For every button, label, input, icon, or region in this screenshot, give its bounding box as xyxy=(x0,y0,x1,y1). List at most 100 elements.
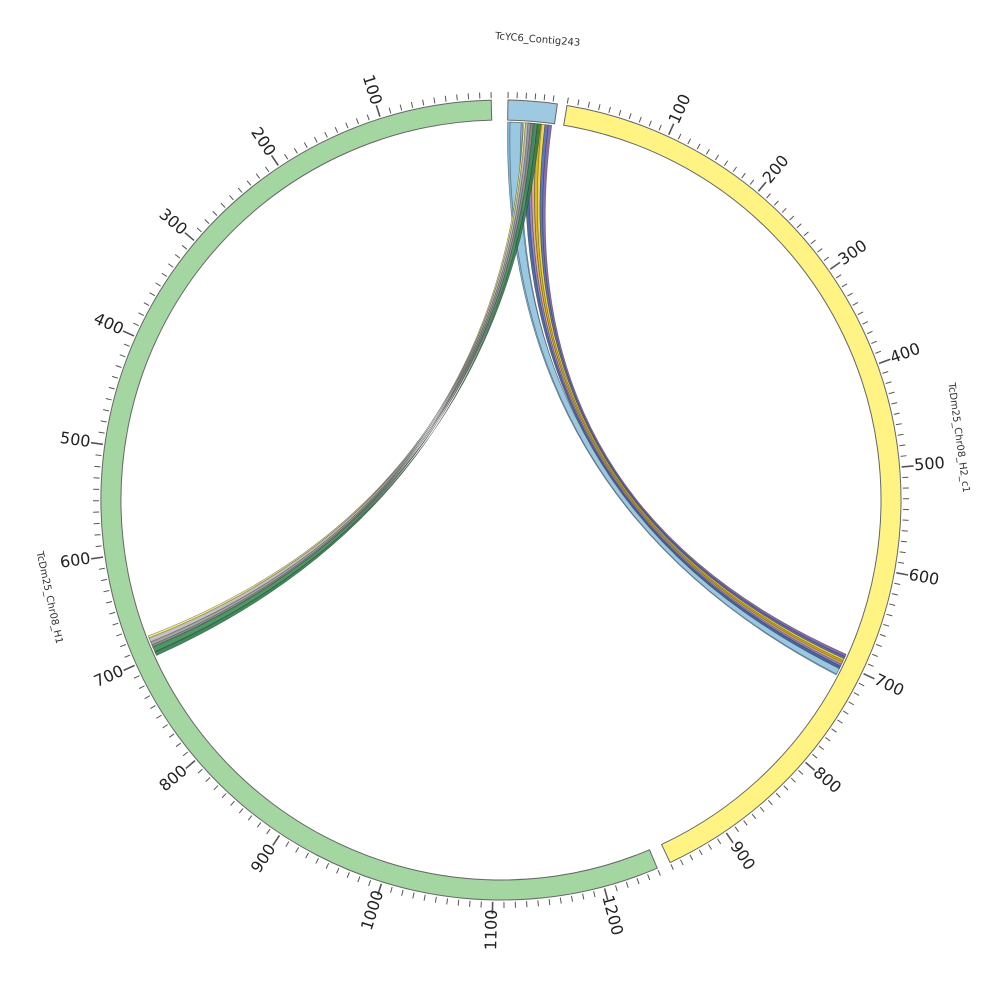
tick-h2 xyxy=(760,807,764,812)
tick-h1 xyxy=(101,579,107,580)
tick-h2 xyxy=(889,604,895,606)
tick-h2 xyxy=(837,720,842,723)
tick-h2 xyxy=(902,466,914,467)
tick-h1 xyxy=(109,612,115,614)
tick-h1 xyxy=(296,847,299,852)
tick-h1 xyxy=(145,696,150,699)
tick-h2 xyxy=(609,107,611,113)
link-ribbon-h2 xyxy=(507,122,839,675)
tick-h1 xyxy=(445,96,446,102)
tick-h1 xyxy=(163,725,168,728)
tick-h1 xyxy=(616,885,618,891)
tick-h1 xyxy=(367,115,369,121)
tick-h1 xyxy=(369,880,371,886)
tick-h2 xyxy=(733,167,736,172)
tick-label-h1: 1200 xyxy=(598,893,627,937)
link-ribbon-h1 xyxy=(148,123,526,639)
tick-h1 xyxy=(96,455,102,456)
tick-h2 xyxy=(891,403,897,404)
tick-h2 xyxy=(876,644,882,646)
tick-h2 xyxy=(669,124,674,135)
tick-h1 xyxy=(125,655,131,657)
tick-h1 xyxy=(120,645,126,647)
tick-h2 xyxy=(859,683,864,686)
tick-h2 xyxy=(680,860,683,865)
tick-h1 xyxy=(267,829,270,834)
tick-h1 xyxy=(120,355,126,357)
tick-h2 xyxy=(886,614,892,616)
tick-h2 xyxy=(750,180,754,185)
tick-h1 xyxy=(347,872,349,878)
tick-h2 xyxy=(811,240,816,244)
tick-h2 xyxy=(853,302,858,305)
tick-h1 xyxy=(400,105,401,111)
tick-h1 xyxy=(123,331,134,336)
tick-h1 xyxy=(116,634,122,636)
tick-h1 xyxy=(325,132,328,137)
tick-h2 xyxy=(791,778,795,782)
tick-h1 xyxy=(257,822,261,827)
tick-h2 xyxy=(889,392,895,394)
tick-h1 xyxy=(103,410,109,411)
link-ribbon-h1 xyxy=(152,123,534,648)
tick-h2 xyxy=(688,139,691,144)
tick-h1 xyxy=(176,743,181,747)
tick-h1 xyxy=(156,715,161,718)
segment-contig xyxy=(508,100,558,124)
tick-label-h1: 600 xyxy=(59,549,92,572)
tick-h1 xyxy=(222,793,226,797)
tick-label-h2: 800 xyxy=(810,763,846,797)
tick-h2 xyxy=(863,322,868,325)
tick-h2 xyxy=(872,654,878,656)
tick-label-h2: 600 xyxy=(907,565,940,589)
tick-h2 xyxy=(842,284,847,287)
tick-h1 xyxy=(103,590,109,591)
tick-h1 xyxy=(183,752,188,756)
tick-h2 xyxy=(849,702,854,705)
link-ribbon-h2 xyxy=(540,125,845,659)
tick-h1 xyxy=(571,896,572,902)
tick-h2 xyxy=(899,445,905,446)
tick-h1 xyxy=(389,108,391,114)
tick-label-h2: 100 xyxy=(664,91,694,127)
tick-h2 xyxy=(883,624,889,626)
tick-h2 xyxy=(836,275,841,278)
tick-h1 xyxy=(658,870,660,876)
tick-h2 xyxy=(818,248,823,252)
tick-h1 xyxy=(162,273,167,276)
tick-h1 xyxy=(124,344,130,346)
tick-h1 xyxy=(150,293,155,296)
tick-h1 xyxy=(138,313,143,316)
tick-h1 xyxy=(206,777,210,781)
tick-h2 xyxy=(832,729,837,732)
tick-h1 xyxy=(198,769,202,773)
tick-h2 xyxy=(898,562,904,563)
tick-h1 xyxy=(413,893,414,899)
tick-h1 xyxy=(139,686,144,689)
tick-h1 xyxy=(285,154,288,159)
tick-h1 xyxy=(197,228,201,232)
link-ribbon-h1 xyxy=(149,123,529,643)
tick-h1 xyxy=(402,890,403,896)
tick-label-h2: 200 xyxy=(758,151,792,187)
tick-h1 xyxy=(99,432,105,433)
tick-h2 xyxy=(797,224,801,228)
tick-h2 xyxy=(774,201,778,205)
tick-h1 xyxy=(560,898,561,904)
tick-h2 xyxy=(900,552,906,553)
tick-h2 xyxy=(830,262,840,269)
tick-h1 xyxy=(273,835,280,845)
tick-h1 xyxy=(113,623,119,625)
tick-h2 xyxy=(742,173,746,178)
tick-h1 xyxy=(549,899,550,905)
tick-layer xyxy=(91,92,914,914)
tick-h1 xyxy=(175,255,180,259)
tick-h1 xyxy=(337,868,339,873)
tick-h1 xyxy=(106,601,112,603)
tick-h1 xyxy=(335,127,337,132)
tick-label-h1: 100 xyxy=(359,72,386,107)
tick-h2 xyxy=(892,594,898,595)
tick-h2 xyxy=(699,850,702,855)
tick-h2 xyxy=(671,864,674,869)
tick-h1 xyxy=(358,876,360,882)
